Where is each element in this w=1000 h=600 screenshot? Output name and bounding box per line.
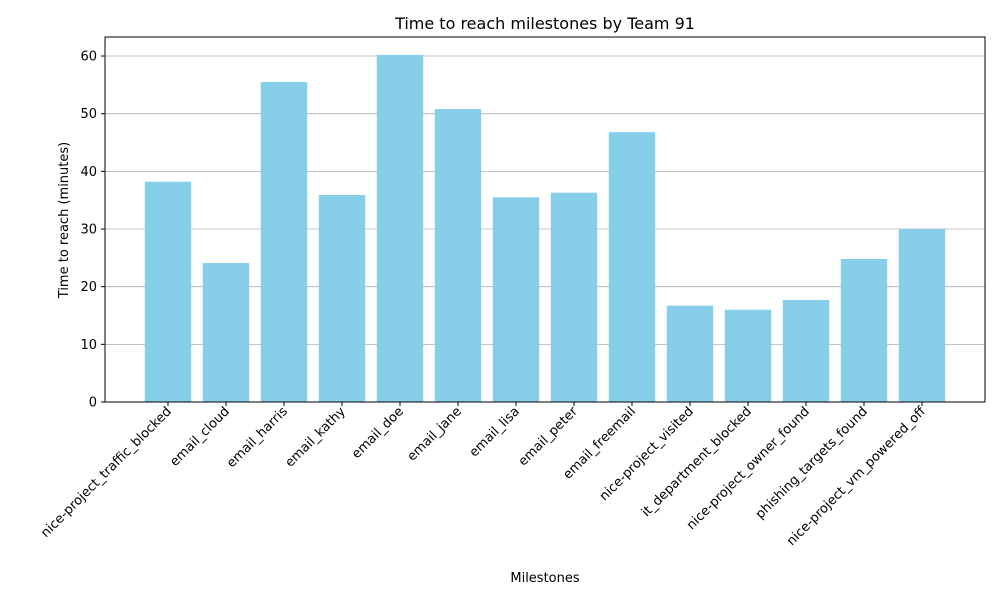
plot-frame bbox=[104, 36, 986, 403]
bar-email_lisa bbox=[492, 197, 540, 402]
bar-email_cloud bbox=[202, 263, 250, 402]
bar-email_doe bbox=[376, 54, 424, 403]
x-tick-label: nice-project_traffic_blocked bbox=[38, 404, 175, 541]
y-tick-label: 0 bbox=[89, 396, 97, 411]
x-tick-label: it_department_blocked bbox=[639, 404, 755, 520]
bar-it_department_blocked bbox=[724, 309, 772, 402]
bar-email_peter bbox=[550, 192, 598, 402]
bar-nice-project_visited bbox=[666, 305, 714, 402]
x-tick-label: email_doe bbox=[349, 404, 407, 462]
bar-email_harris bbox=[260, 81, 308, 402]
x-tick-label: phishing_targets_found bbox=[753, 404, 871, 522]
y-tick-label: 10 bbox=[80, 338, 97, 353]
gridlines bbox=[105, 55, 985, 403]
y-axis-ticks: 0 10 20 30 40 50 60 bbox=[80, 50, 105, 411]
bar-nice-project_traffic_blocked bbox=[144, 181, 192, 402]
x-tick-label: nice-project_owner_found bbox=[684, 404, 813, 533]
y-tick-label: 30 bbox=[80, 223, 97, 238]
x-tick-label: email_cloud bbox=[167, 404, 232, 469]
x-tick-label: email_harris bbox=[224, 404, 291, 471]
bar-email_jane bbox=[434, 109, 482, 403]
y-tick-label: 50 bbox=[80, 107, 97, 122]
y-tick-label: 20 bbox=[80, 280, 97, 295]
y-tick-label: 60 bbox=[80, 50, 97, 65]
x-axis-ticks: nice-project_traffic_blockedemail_cloude… bbox=[38, 402, 930, 549]
x-tick-label: email_peter bbox=[516, 404, 582, 470]
bar-nice-project_owner_found bbox=[782, 299, 830, 402]
x-tick-label: email_jane bbox=[405, 404, 465, 464]
bar-phishing_targets_found bbox=[840, 258, 888, 402]
bar-email_kathy bbox=[318, 194, 366, 402]
x-tick-label: email_kathy bbox=[283, 404, 349, 470]
bars bbox=[144, 54, 946, 403]
y-tick-label: 40 bbox=[80, 165, 97, 180]
x-axis-label: Milestones bbox=[510, 571, 579, 586]
bar-email_freemail bbox=[608, 132, 656, 402]
x-tick-label: email_lisa bbox=[467, 404, 523, 460]
y-axis-label: Time to reach (minutes) bbox=[57, 142, 72, 299]
chart-title: Time to reach milestones by Team 91 bbox=[394, 14, 695, 33]
bar-nice-project_vm_powered_off bbox=[898, 229, 946, 402]
